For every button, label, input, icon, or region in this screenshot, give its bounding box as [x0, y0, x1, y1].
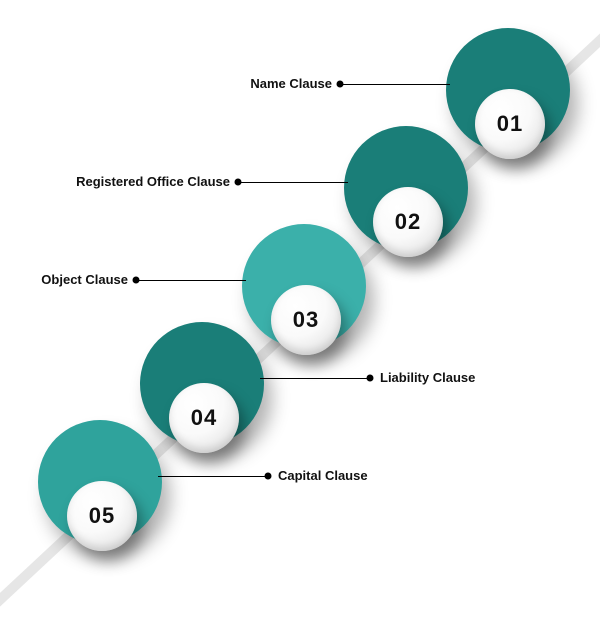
node-02-leader-dot — [235, 179, 242, 186]
node-04-leader-line — [260, 378, 370, 379]
node-01-number: 01 — [497, 111, 523, 137]
node-03-number: 03 — [293, 307, 319, 333]
node-04-label: Liability Clause — [380, 370, 475, 385]
node-01-label: Name Clause — [250, 76, 332, 91]
node-05-number: 05 — [89, 503, 115, 529]
node-04-number-circle: 04 — [169, 383, 239, 453]
node-02-label: Registered Office Clause — [76, 174, 230, 189]
node-02-number: 02 — [395, 209, 421, 235]
node-04-number: 04 — [191, 405, 217, 431]
node-03-leader-dot — [133, 277, 140, 284]
node-03-leader-line — [136, 280, 246, 281]
node-03-number-circle: 03 — [271, 285, 341, 355]
node-01-leader-line — [340, 84, 450, 85]
node-04-leader-dot — [367, 375, 374, 382]
node-05-number-circle: 05 — [67, 481, 137, 551]
node-01-number-circle: 01 — [475, 89, 545, 159]
node-03-label: Object Clause — [41, 272, 128, 287]
node-02-number-circle: 02 — [373, 187, 443, 257]
node-05-label: Capital Clause — [278, 468, 368, 483]
node-02-leader-line — [238, 182, 348, 183]
node-05-leader-line — [158, 476, 268, 477]
node-01-leader-dot — [337, 81, 344, 88]
infographic-stage: 01 Name Clause 02 Registered Office Clause 0… — [0, 0, 600, 611]
node-05-leader-dot — [265, 473, 272, 480]
